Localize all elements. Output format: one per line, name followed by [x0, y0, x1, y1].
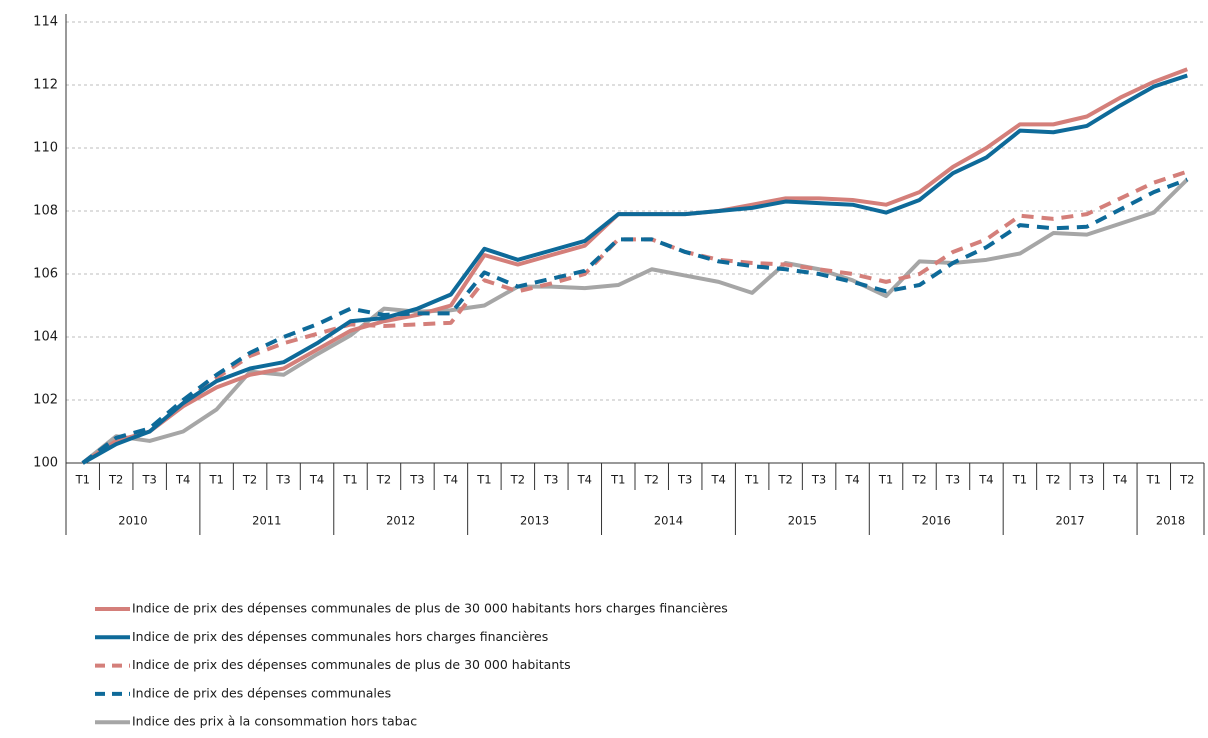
x-tick-label: T3: [409, 473, 424, 487]
legend-label: Indice de prix des dépenses communales d…: [132, 657, 571, 672]
y-tick-label: 106: [33, 267, 58, 282]
x-tick-label: T3: [1079, 473, 1094, 487]
year-label: 2018: [1156, 514, 1185, 528]
x-tick-label: T1: [75, 473, 90, 487]
legend-label: Indice de prix des dépenses communales h…: [132, 629, 548, 644]
x-tick-label: T2: [911, 473, 926, 487]
series-line: [81, 178, 1189, 465]
x-tick-label: T4: [175, 473, 190, 487]
series-line: [81, 169, 1188, 465]
x-tick-label: T2: [510, 473, 525, 487]
y-tick-label: 104: [33, 330, 58, 345]
x-tick-label: T1: [610, 473, 625, 487]
x-tick-label: T1: [1146, 473, 1161, 487]
x-tick-label: T2: [108, 473, 123, 487]
year-label: 2015: [788, 514, 817, 528]
x-tick-label: T1: [744, 473, 759, 487]
x-tick-label: T2: [1045, 473, 1060, 487]
year-label: 2011: [252, 514, 281, 528]
x-tick-label: T4: [1112, 473, 1127, 487]
x-tick-label: T4: [844, 473, 859, 487]
year-label: 2013: [520, 514, 549, 528]
y-tick-label: 102: [33, 393, 58, 408]
x-tick-label: T1: [342, 473, 357, 487]
y-tick-label: 114: [33, 15, 58, 30]
series-line: [81, 67, 1188, 465]
y-tick-label: 112: [33, 78, 58, 93]
year-label: 2014: [654, 514, 683, 528]
legend-label: Indice de prix des dépenses communales d…: [132, 601, 728, 616]
y-tick-label: 108: [33, 204, 58, 219]
x-tick-label: T4: [978, 473, 993, 487]
x-tick-label: T1: [208, 473, 223, 487]
x-tick-label: T3: [275, 473, 290, 487]
year-label: 2012: [386, 514, 415, 528]
x-tick-label: T2: [644, 473, 659, 487]
x-tick-label: T2: [376, 473, 391, 487]
x-tick-label: T1: [476, 473, 491, 487]
y-tick-label: 110: [33, 141, 58, 156]
x-tick-label: T3: [142, 473, 157, 487]
x-tick-label: T2: [1179, 473, 1194, 487]
series-line: [81, 177, 1188, 465]
x-tick-label: T2: [777, 473, 792, 487]
legend-label: Indice des prix à la consommation hors t…: [132, 714, 417, 729]
x-tick-label: T1: [878, 473, 893, 487]
x-tick-label: T1: [1012, 473, 1027, 487]
x-tick-label: T4: [711, 473, 726, 487]
legend-label: Indice de prix des dépenses communales: [132, 685, 391, 700]
year-label: 2010: [118, 514, 147, 528]
x-tick-label: T3: [543, 473, 558, 487]
x-tick-label: T3: [811, 473, 826, 487]
x-tick-label: T4: [309, 473, 324, 487]
x-tick-label: T2: [242, 473, 257, 487]
year-label: 2017: [1055, 514, 1084, 528]
x-tick-label: T3: [945, 473, 960, 487]
series-line: [81, 73, 1188, 465]
year-label: 2016: [922, 514, 951, 528]
x-tick-label: T4: [443, 473, 458, 487]
y-tick-label: 100: [33, 456, 58, 471]
x-tick-label: T4: [577, 473, 592, 487]
x-tick-label: T3: [677, 473, 692, 487]
